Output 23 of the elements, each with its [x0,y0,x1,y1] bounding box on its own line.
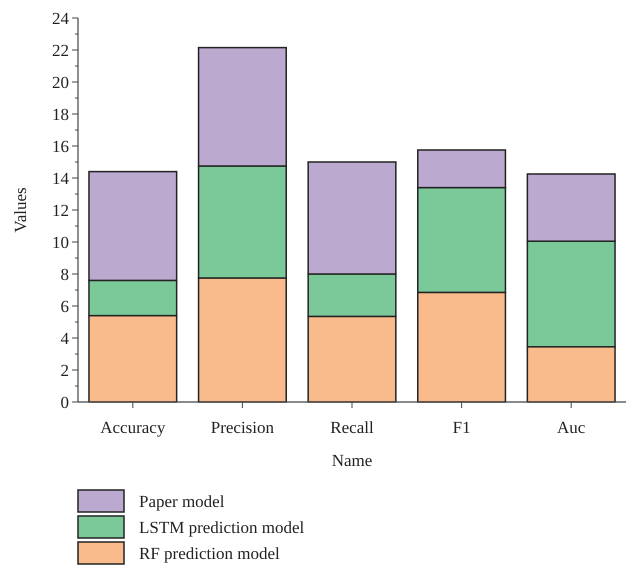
y-tick-label: 10 [52,232,69,252]
y-tick-label: 12 [52,200,69,220]
legend-label: LSTM prediction model [139,518,305,537]
y-tick-label: 18 [52,104,69,124]
x-tick-label: F1 [452,418,471,437]
y-axis-title: Values [11,187,30,233]
y-tick-label: 24 [52,8,70,28]
legend-label: Paper model [139,492,225,511]
y-tick-label: 4 [60,328,70,348]
x-tick-label: Auc [557,418,586,437]
y-tick-label: 0 [60,392,69,412]
x-axis-title: Name [332,451,372,470]
y-tick-label: 8 [60,264,69,284]
x-tick-label: Precision [210,418,275,437]
x-tick-label: Recall [330,418,374,437]
y-tick-label: 14 [52,168,70,188]
y-tick-label: 16 [52,136,69,156]
y-tick-label: 6 [60,296,69,316]
x-tick-label: Accuracy [100,418,166,437]
legend-label: RF prediction model [139,544,280,563]
y-tick-label: 2 [60,360,69,380]
y-tick-label: 20 [52,72,69,92]
y-tick-label: 22 [52,40,69,60]
